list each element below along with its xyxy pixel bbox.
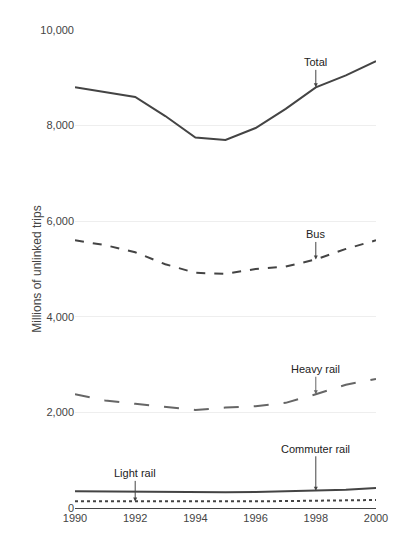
svg-text:1994: 1994 <box>183 512 207 524</box>
svg-text:4,000: 4,000 <box>46 311 74 323</box>
svg-text:1996: 1996 <box>243 512 267 524</box>
svg-text:Total: Total <box>304 56 327 68</box>
svg-text:1992: 1992 <box>123 512 147 524</box>
svg-text:Heavy rail: Heavy rail <box>291 363 340 375</box>
svg-text:8,000: 8,000 <box>46 119 74 131</box>
svg-text:0: 0 <box>68 502 74 514</box>
svg-text:10,000: 10,000 <box>40 24 74 36</box>
svg-text:1990: 1990 <box>63 512 87 524</box>
svg-text:Bus: Bus <box>306 228 325 240</box>
svg-text:Millions of unlinked trips: Millions of unlinked trips <box>30 205 44 332</box>
svg-text:Commuter rail: Commuter rail <box>281 443 350 455</box>
svg-text:1998: 1998 <box>304 512 328 524</box>
svg-text:Light rail: Light rail <box>114 467 156 479</box>
svg-text:2000: 2000 <box>364 512 388 524</box>
svg-text:2,000: 2,000 <box>46 406 74 418</box>
svg-text:6,000: 6,000 <box>46 215 74 227</box>
